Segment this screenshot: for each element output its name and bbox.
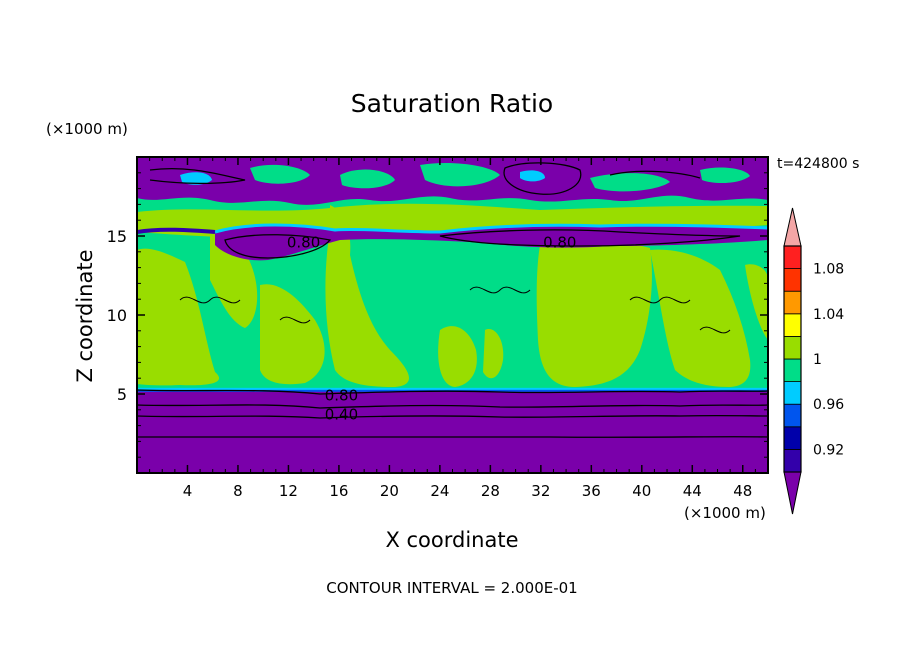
x-tick-label: 28 xyxy=(481,482,500,500)
top-layer-hole xyxy=(340,169,395,189)
x-tick-label: 48 xyxy=(733,482,752,500)
tongue-rim xyxy=(214,223,768,234)
x-tick-label: 16 xyxy=(329,482,348,500)
x-tick-label: 36 xyxy=(582,482,601,500)
contour-line xyxy=(224,234,332,259)
x-tick-label: 40 xyxy=(632,482,651,500)
top-layer-hole xyxy=(250,164,310,184)
x-unit-label: (×1000 m) xyxy=(684,504,766,522)
contour-line xyxy=(439,229,741,247)
top-layer-hole xyxy=(590,173,670,192)
green-region xyxy=(745,264,768,340)
x-tick-label: 44 xyxy=(683,482,702,500)
contour-label: 0.40 xyxy=(325,406,358,424)
colorbar-frame xyxy=(783,245,802,473)
contour-line xyxy=(179,296,241,304)
colorbar-segment xyxy=(783,358,802,383)
x-tick-label: 4 xyxy=(183,482,193,500)
contour-label: 0.80 xyxy=(543,233,576,251)
colorbar-segment xyxy=(783,381,802,405)
colorbar-tick-label: 1.08 xyxy=(813,262,844,278)
green-region xyxy=(483,329,504,379)
lower-dry-layer xyxy=(137,390,768,473)
y-tick-label: 10 xyxy=(107,306,127,325)
top-layer-hole xyxy=(420,163,500,187)
x-axis: 4 8 12 16 20 24 28 32 36 40 44 48 xyxy=(149,157,756,500)
colorbar-segment xyxy=(783,403,802,428)
colorbar-segment xyxy=(783,335,802,360)
green-region xyxy=(650,249,751,387)
colorbar-tick-label: 1 xyxy=(813,352,822,368)
contour-line xyxy=(469,286,531,294)
colorbar-over-arrow xyxy=(783,207,802,247)
green-region xyxy=(438,326,477,387)
x-tick-label: 32 xyxy=(531,482,550,500)
x-tick-label: 12 xyxy=(279,482,298,500)
y-tick-label: 5 xyxy=(117,385,127,404)
x-tick-label: 8 xyxy=(233,482,243,500)
green-region xyxy=(260,284,325,385)
y-axis: 5 10 15 xyxy=(107,172,768,458)
y-axis-label: Z coordinate xyxy=(73,249,97,382)
colorbar-segment xyxy=(783,313,802,337)
colorbar-under-arrow xyxy=(783,471,802,515)
contour-line xyxy=(137,404,768,409)
y-unit-label: (×1000 m) xyxy=(46,120,128,138)
lower-layer-edge xyxy=(137,387,768,391)
colorbar-segment xyxy=(783,448,802,473)
contour-field: 0.80 0.800.800.40 xyxy=(137,157,768,473)
colorbar-segment xyxy=(783,426,802,450)
contour-line xyxy=(699,326,731,334)
contour-line xyxy=(149,167,246,185)
contour-interval-label: CONTOUR INTERVAL = 2.000E-01 xyxy=(326,579,577,597)
tongue-left-rim xyxy=(137,227,216,234)
y-tick-label: 15 xyxy=(107,227,127,246)
top-layer-cyan-patch xyxy=(180,172,212,185)
colorbar-segment xyxy=(783,268,802,292)
colorbar-tick-label: 0.96 xyxy=(813,397,844,413)
colorbar: 0.92 0.96 1 1.04 1.08 xyxy=(783,207,844,515)
contour-label: 0.80 xyxy=(287,233,320,251)
upper-dry-tongue xyxy=(215,225,768,261)
top-layer-hole xyxy=(700,167,750,184)
contour-line xyxy=(137,436,768,438)
green-region xyxy=(325,205,409,387)
colorbar-segment xyxy=(783,245,802,270)
contour-line xyxy=(629,296,691,304)
colorbar-tick-label: 1.04 xyxy=(813,307,844,323)
colorbar-segment xyxy=(783,290,802,315)
contour-line xyxy=(137,414,768,419)
x-axis-label: X coordinate xyxy=(385,528,518,552)
contour-line xyxy=(279,316,311,324)
top-layer-cyan-patch xyxy=(520,170,545,182)
green-region xyxy=(536,240,652,387)
green-region xyxy=(137,248,220,386)
contour-line xyxy=(609,170,701,179)
contour-label: 0.80 xyxy=(325,387,358,405)
colorbar-tick-label: 0.92 xyxy=(813,442,844,458)
chart-title: Saturation Ratio xyxy=(351,89,553,118)
contour-line xyxy=(137,389,768,395)
x-tick-label: 20 xyxy=(380,482,399,500)
x-tick-label: 24 xyxy=(430,482,449,500)
time-label: t=424800 s xyxy=(777,156,859,172)
